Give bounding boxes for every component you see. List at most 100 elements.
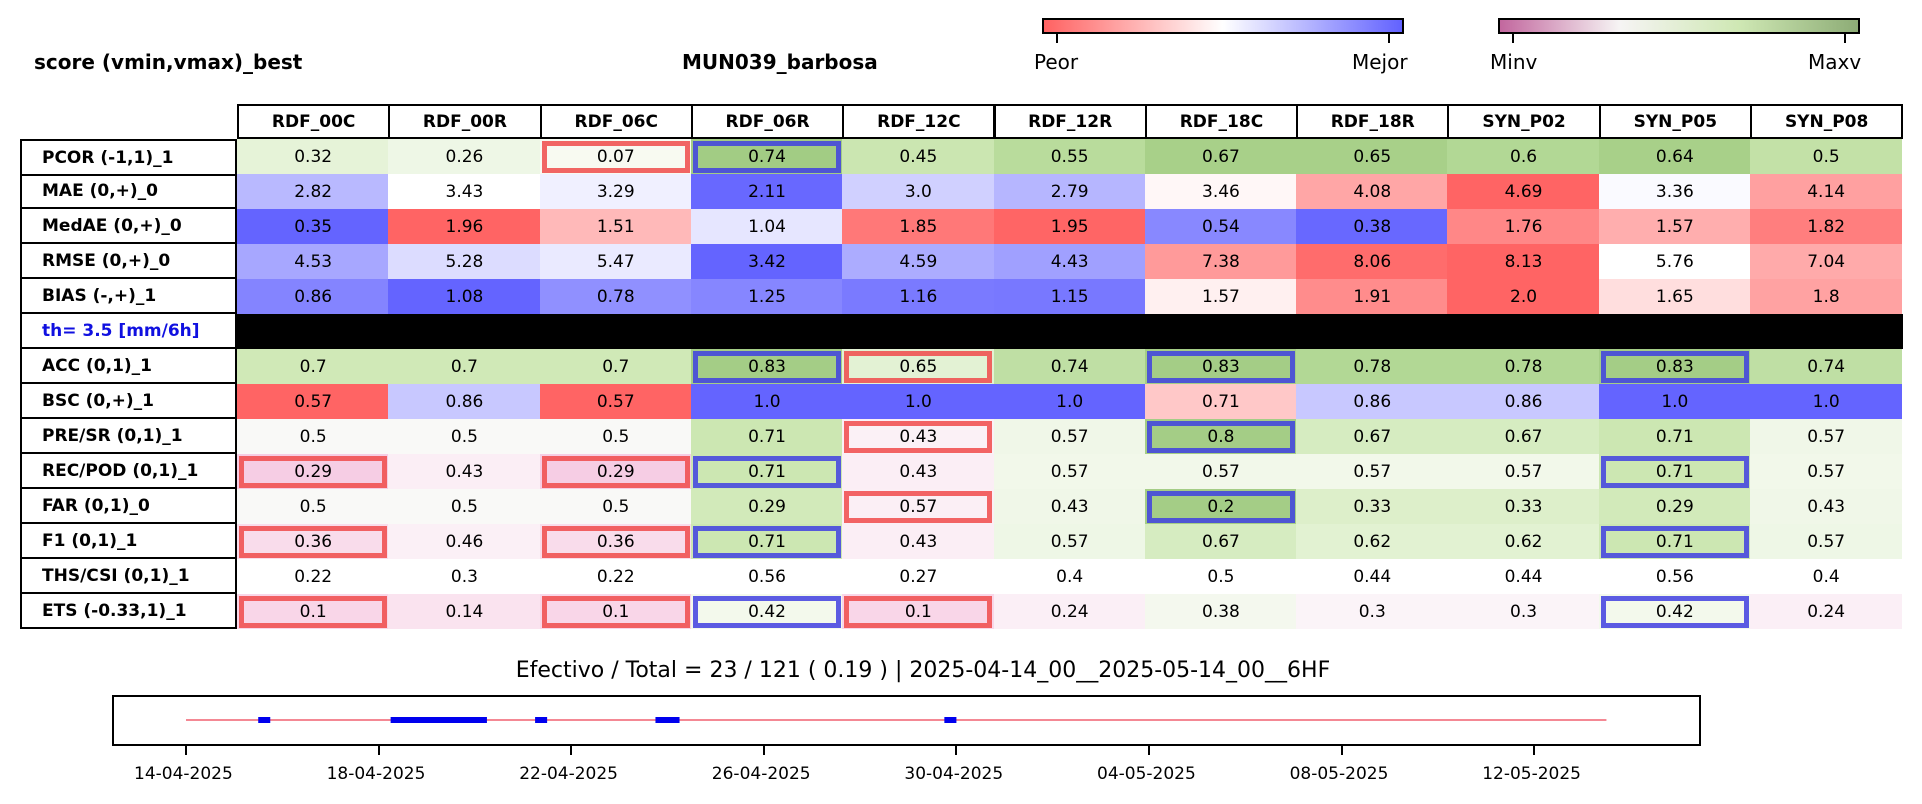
table-cell: 0.24 [993,594,1146,629]
table-cell: 0.29 [237,454,390,489]
timeline-segment [535,717,548,723]
table-cell: 0.5 [237,419,390,454]
column-header: RDF_00C [237,104,391,139]
table-cell: 0.5 [539,419,692,454]
table-cell: 0.78 [539,279,692,314]
table-cell: 0.6 [1447,139,1600,174]
row-label: BIAS (-,+)_1 [20,279,237,314]
table-cell: 5.47 [539,244,692,279]
table-cell: 4.53 [237,244,390,279]
table-cell: 1.57 [1598,209,1751,244]
table-cell: 0.86 [237,279,390,314]
table-cell: 4.43 [993,244,1146,279]
colorbar-tick-right [1388,34,1390,43]
table-cell: 0.45 [842,139,995,174]
table-cell: 0.44 [1296,559,1449,594]
table-cell: 0.5 [388,419,541,454]
row-label: F1 (0,1)_1 [20,524,237,559]
table-cell: 0.42 [1598,594,1751,629]
table-cell: 0.4 [1750,559,1903,594]
table-cell: 0.57 [993,454,1146,489]
row-label: MAE (0,+)_0 [20,174,237,209]
table-cell: 0.71 [690,419,844,454]
table-cell: 3.29 [539,174,692,209]
colorbar-tick-right [1844,34,1846,43]
timeline-tick [762,746,765,755]
table-cell: 1.16 [842,279,995,314]
table-cell: 3.0 [842,174,995,209]
table-cell: 0.33 [1296,489,1449,524]
table-cell: 1.04 [690,209,844,244]
table-cell: 0.67 [1144,524,1298,559]
table-cell: 0.65 [1296,139,1449,174]
table-cell: 0.83 [1598,349,1751,384]
table-cell: 0.71 [1598,524,1751,559]
table-cell: 1.0 [842,384,995,419]
table-cell: 0.86 [1447,384,1600,419]
timeline-tick-label: 12-05-2025 [1482,764,1581,784]
table-cell: 0.44 [1447,559,1600,594]
table-cell: 0.74 [690,139,844,174]
table-cell: 0.56 [690,559,844,594]
column-header: RDF_00R [388,104,542,139]
table-cell: 1.82 [1750,209,1903,244]
table-cell: 2.82 [237,174,390,209]
column-header: RDF_06C [539,104,693,139]
colorbar-tick-left [1056,34,1058,43]
table-cell: 0.71 [1144,384,1298,419]
table-cell: 0.55 [993,139,1146,174]
score-label: score (vmin,vmax)_best [34,50,303,74]
table-cell: 7.38 [1144,244,1298,279]
table-cell: 0.24 [1750,594,1903,629]
table-cell: 0.2 [1144,489,1298,524]
column-header: RDF_12R [993,104,1147,139]
table-cell: 0.42 [690,594,844,629]
table-cell: 0.74 [1750,349,1903,384]
colorbar-left-label: Minv [1490,50,1538,74]
table-cell: 1.08 [388,279,541,314]
table-cell: 0.5 [1750,139,1903,174]
timeline-tick-label: 08-05-2025 [1289,764,1389,784]
table-cell: 0.36 [539,524,692,559]
table-cell: 0.7 [539,349,692,384]
summary-text: Efectivo / Total = 23 / 121 ( 0.19 ) | 2… [515,658,1331,683]
timeline-segment [655,717,680,723]
row-label: PCOR (-1,1)_1 [20,139,237,176]
timeline-segment [390,717,487,723]
table-cell: 0.8 [1144,419,1298,454]
table-cell: 8.06 [1296,244,1449,279]
table-cell: 0.57 [1296,454,1449,489]
table-cell: 1.15 [993,279,1146,314]
table-cell: 0.71 [1598,419,1751,454]
table-cell: 0.57 [539,384,692,419]
table-cell: 0.3 [388,559,541,594]
column-header: RDF_06R [690,104,845,139]
table-cell: 0.35 [237,209,390,244]
column-header: SYN_P05 [1598,104,1752,139]
table-cell: 0.83 [1144,349,1298,384]
timeline-tick-label: 04-05-2025 [1097,764,1196,784]
row-label: MedAE (0,+)_0 [20,209,237,244]
table-cell: 1.8 [1750,279,1903,314]
table-cell: 0.62 [1296,524,1449,559]
table-cell: 1.76 [1447,209,1600,244]
timeline-tick [377,746,380,755]
table-cell: 0.57 [993,524,1146,559]
row-label: PRE/SR (0,1)_1 [20,419,237,454]
table-cell: 0.67 [1144,139,1298,174]
table-cell: 0.27 [842,559,995,594]
timeline-tick [1148,746,1150,755]
timeline-segment [944,717,957,723]
timeline-tick [1533,746,1536,755]
timeline-tick [955,746,958,755]
table-cell: 0.64 [1598,139,1751,174]
timeline-tick-label: 14-04-2025 [134,764,233,784]
table-cell: 0.22 [237,559,390,594]
table-cell: 0.57 [993,419,1146,454]
table-cell: 2.0 [1447,279,1600,314]
row-label: RMSE (0,+)_0 [20,244,237,279]
table-cell: 0.71 [690,454,844,489]
table-cell: 4.08 [1296,174,1449,209]
timeline-plot [186,717,1607,723]
column-header: RDF_18C [1144,104,1299,139]
